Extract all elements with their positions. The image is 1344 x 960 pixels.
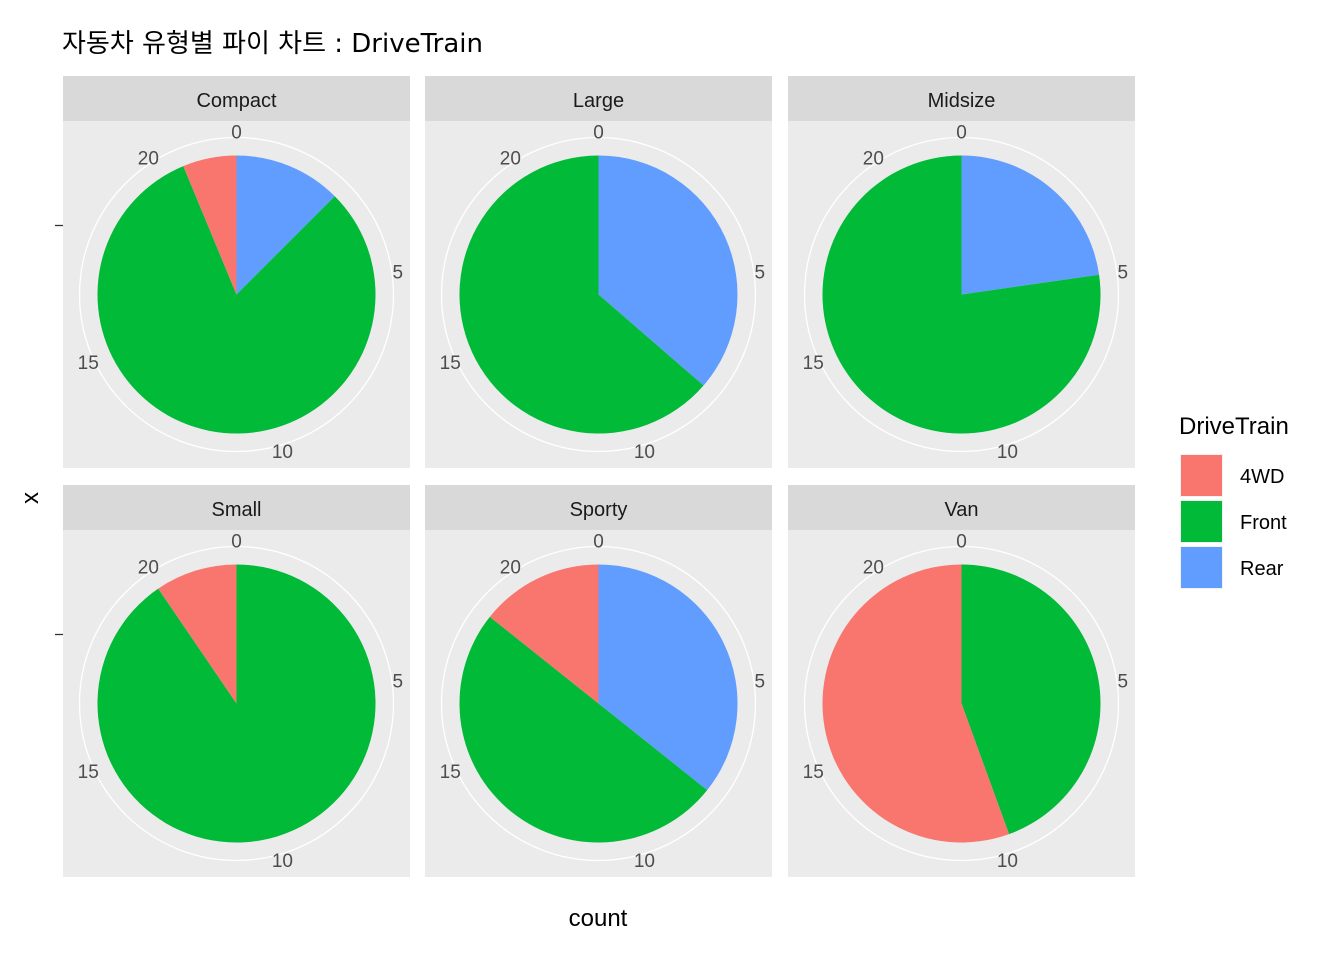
theta-tick-label: 10 bbox=[634, 442, 655, 463]
theta-tick-label: 0 bbox=[231, 532, 242, 553]
strip-small bbox=[63, 485, 410, 530]
facet-small: Small 0 5 10 15 20 bbox=[63, 485, 410, 877]
theta-tick-label: 10 bbox=[272, 851, 293, 872]
facet-van: Van 0 5 10 15 20 bbox=[788, 485, 1135, 877]
theta-tick-label: 15 bbox=[440, 353, 461, 374]
facet-compact: Compact 0 5 10 15 20 bbox=[63, 76, 410, 468]
wedge-sporty-rear bbox=[598, 564, 738, 791]
facet-sporty: Sporty 0 5 10 15 20 bbox=[425, 485, 772, 877]
grid-circle-outer bbox=[440, 136, 757, 453]
wedge-compact-4wd bbox=[183, 155, 237, 295]
y-axis: x bbox=[17, 224, 63, 636]
theta-tick-label: 10 bbox=[997, 442, 1018, 463]
facet-panels: Compact 0 5 10 15 20 Large 0 5 10 15 20 Midsize 0 5 10 1… bbox=[63, 76, 1135, 877]
theta-tick-label: 20 bbox=[138, 557, 159, 578]
facet-midsize: Midsize 0 5 10 15 20 bbox=[788, 76, 1135, 468]
theta-tick-label: 20 bbox=[138, 148, 159, 169]
theta-tick-label: 15 bbox=[803, 353, 824, 374]
strip-sporty bbox=[425, 485, 772, 530]
legend-swatch-front bbox=[1181, 501, 1222, 542]
theta-tick-label: 5 bbox=[755, 671, 766, 692]
theta-tick-label: 5 bbox=[1118, 262, 1129, 283]
wedge-compact-rear bbox=[236, 155, 335, 295]
legend-label-rear: Rear bbox=[1240, 558, 1284, 580]
grid-circle-outer bbox=[78, 136, 395, 453]
theta-tick-label: 20 bbox=[500, 557, 521, 578]
legend-label-front: Front bbox=[1240, 512, 1287, 534]
wedge-small-4wd bbox=[158, 564, 237, 704]
theta-tick-label: 5 bbox=[393, 262, 404, 283]
strip-label-van: Van bbox=[944, 499, 978, 521]
legend-label-4wd: 4WD bbox=[1240, 466, 1284, 488]
strip-large bbox=[425, 76, 772, 121]
wedge-sporty-4wd bbox=[489, 564, 599, 704]
grid-circle-outer bbox=[440, 545, 757, 862]
strip-label-sporty: Sporty bbox=[570, 499, 628, 521]
chart-title: 자동차 유형별 파이 차트 : DriveTrain bbox=[62, 29, 483, 59]
wedge-large-rear bbox=[598, 155, 738, 386]
theta-tick-label: 20 bbox=[500, 148, 521, 169]
grid-circle-outer bbox=[78, 545, 395, 862]
strip-label-small: Small bbox=[211, 499, 261, 521]
grid-circle-outer bbox=[803, 136, 1120, 453]
theta-tick-label: 5 bbox=[393, 671, 404, 692]
theta-tick-label: 15 bbox=[78, 353, 99, 374]
strip-label-compact: Compact bbox=[196, 90, 276, 112]
theta-tick-label: 0 bbox=[593, 123, 604, 144]
theta-tick-label: 0 bbox=[956, 532, 967, 553]
wedge-compact-front bbox=[97, 166, 376, 434]
theta-tick-label: 20 bbox=[863, 148, 884, 169]
theta-tick-label: 0 bbox=[593, 532, 604, 553]
y-axis-title: x bbox=[17, 492, 44, 504]
theta-tick-label: 0 bbox=[956, 123, 967, 144]
x-axis-title: count bbox=[569, 905, 628, 932]
legend-swatch-rear bbox=[1181, 547, 1222, 588]
legend: DriveTrain 4WD Front Rear bbox=[1179, 413, 1289, 589]
wedge-large-front bbox=[459, 155, 704, 434]
legend-title: DriveTrain bbox=[1179, 413, 1289, 440]
theta-tick-label: 15 bbox=[78, 762, 99, 783]
theta-tick-label: 15 bbox=[803, 762, 824, 783]
theta-tick-label: 0 bbox=[231, 123, 242, 144]
wedge-van-front bbox=[961, 564, 1101, 835]
strip-van bbox=[788, 485, 1135, 530]
theta-tick-label: 5 bbox=[1118, 671, 1129, 692]
strip-label-midsize: Midsize bbox=[928, 90, 996, 112]
grid-circle-outer bbox=[803, 545, 1120, 862]
theta-tick-label: 10 bbox=[272, 442, 293, 463]
wedge-sporty-front bbox=[459, 616, 708, 843]
wedge-midsize-front bbox=[822, 155, 1101, 434]
wedge-midsize-rear bbox=[961, 155, 1100, 295]
wedge-small-front bbox=[97, 564, 376, 843]
legend-swatch-4wd bbox=[1181, 455, 1222, 496]
wedge-van-4wd bbox=[822, 564, 1010, 843]
facet-large: Large 0 5 10 15 20 bbox=[425, 76, 772, 468]
theta-tick-label: 10 bbox=[634, 851, 655, 872]
theta-tick-label: 20 bbox=[863, 557, 884, 578]
theta-tick-label: 10 bbox=[997, 851, 1018, 872]
theta-tick-label: 5 bbox=[755, 262, 766, 283]
strip-label-large: Large bbox=[573, 90, 624, 112]
theta-tick-label: 15 bbox=[440, 762, 461, 783]
strip-compact bbox=[63, 76, 410, 121]
strip-midsize bbox=[788, 76, 1135, 121]
